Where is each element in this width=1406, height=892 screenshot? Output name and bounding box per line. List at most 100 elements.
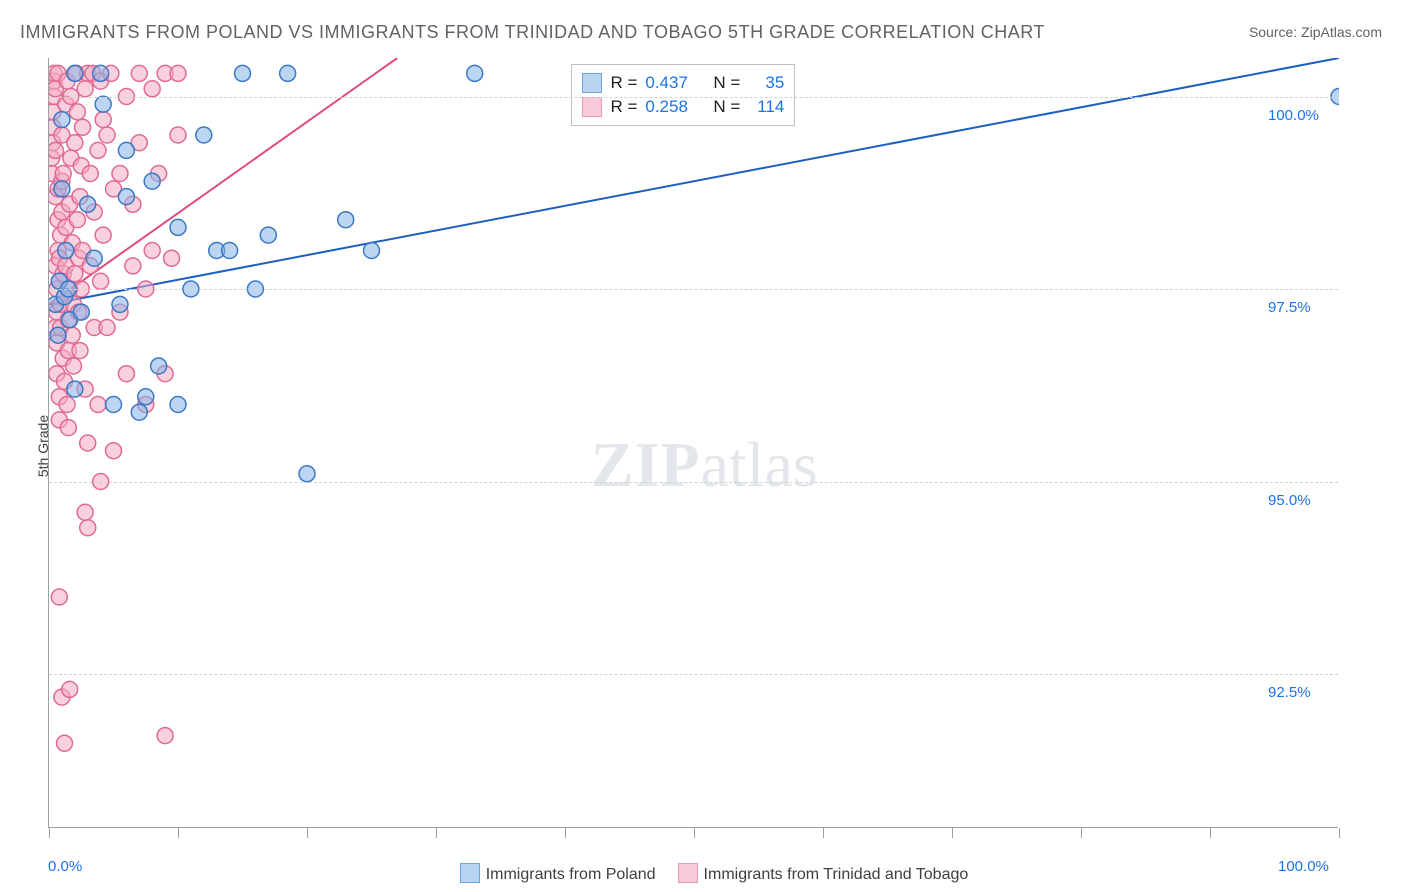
- point-trinidad: [51, 589, 67, 605]
- point-trinidad: [67, 135, 83, 151]
- x-tick: [307, 828, 308, 838]
- point-poland: [50, 327, 66, 343]
- trend-line-trinidad: [49, 58, 397, 304]
- point-poland: [196, 127, 212, 143]
- point-poland: [467, 65, 483, 81]
- point-trinidad: [49, 142, 63, 158]
- point-poland: [106, 397, 122, 413]
- legend-swatch: [460, 863, 480, 883]
- legend-n-label: N =: [713, 95, 740, 119]
- point-trinidad: [90, 142, 106, 158]
- source-label: Source: ZipAtlas.com: [1249, 24, 1382, 40]
- point-poland: [93, 65, 109, 81]
- point-poland: [73, 304, 89, 320]
- point-poland: [58, 243, 74, 259]
- x-tick: [1210, 828, 1211, 838]
- point-poland: [80, 196, 96, 212]
- legend-row: R = 0.437 N = 35: [582, 71, 784, 95]
- point-trinidad: [99, 127, 115, 143]
- point-poland: [54, 112, 70, 128]
- point-trinidad: [90, 397, 106, 413]
- point-poland: [280, 65, 296, 81]
- point-trinidad: [118, 366, 134, 382]
- x-tick: [565, 828, 566, 838]
- point-poland: [118, 142, 134, 158]
- point-trinidad: [99, 320, 115, 336]
- x-tick: [1081, 828, 1082, 838]
- x-tick: [436, 828, 437, 838]
- x-axis-end-label: 100.0%: [1278, 858, 1329, 875]
- point-poland: [131, 404, 147, 420]
- point-poland: [67, 381, 83, 397]
- point-poland: [86, 250, 102, 266]
- point-trinidad: [60, 420, 76, 436]
- point-poland: [299, 466, 315, 482]
- point-trinidad: [77, 81, 93, 97]
- point-trinidad: [82, 166, 98, 182]
- point-poland: [222, 243, 238, 259]
- point-trinidad: [144, 81, 160, 97]
- x-tick: [178, 828, 179, 838]
- point-trinidad: [106, 443, 122, 459]
- point-trinidad: [80, 520, 96, 536]
- point-trinidad: [69, 212, 85, 228]
- x-axis-start-label: 0.0%: [48, 858, 82, 875]
- point-trinidad: [170, 127, 186, 143]
- legend-r-value: 0.437: [645, 71, 705, 95]
- point-trinidad: [62, 681, 78, 697]
- legend-r-value: 0.258: [645, 95, 705, 119]
- gridline: [49, 289, 1338, 290]
- legend-n-value: 35: [748, 71, 784, 95]
- x-tick: [952, 828, 953, 838]
- point-trinidad: [157, 728, 173, 744]
- point-trinidad: [170, 65, 186, 81]
- legend-n-value: 114: [748, 95, 784, 119]
- x-tick: [823, 828, 824, 838]
- point-poland: [235, 65, 251, 81]
- point-poland: [112, 296, 128, 312]
- legend-row: R =0.258N =114: [582, 95, 784, 119]
- legend-swatch: [582, 73, 602, 93]
- point-poland: [338, 212, 354, 228]
- point-trinidad: [131, 65, 147, 81]
- point-trinidad: [56, 735, 72, 751]
- point-poland: [95, 96, 111, 112]
- point-poland: [144, 173, 160, 189]
- y-tick-label: 95.0%: [1268, 492, 1311, 509]
- legend-series-label: Immigrants from Trinidad and Tobago: [704, 866, 969, 883]
- legend-swatch: [582, 97, 602, 117]
- point-poland: [260, 227, 276, 243]
- correlation-legend: R = 0.437 N = 35R = 0.258 N = 114: [571, 64, 795, 126]
- point-trinidad: [125, 258, 141, 274]
- x-tick: [1339, 828, 1340, 838]
- point-trinidad: [95, 227, 111, 243]
- point-trinidad: [164, 250, 180, 266]
- point-trinidad: [80, 435, 96, 451]
- y-tick-label: 97.5%: [1268, 299, 1311, 316]
- gridline: [49, 482, 1338, 483]
- point-poland: [67, 65, 83, 81]
- point-trinidad: [93, 273, 109, 289]
- point-trinidad: [95, 112, 111, 128]
- chart-svg: [49, 58, 1339, 828]
- y-tick-label: 100.0%: [1268, 107, 1319, 124]
- gridline: [49, 97, 1338, 98]
- legend-n-label: N =: [713, 71, 740, 95]
- legend-series-label: Immigrants from Poland: [486, 866, 656, 883]
- point-trinidad: [77, 504, 93, 520]
- point-trinidad: [112, 166, 128, 182]
- point-trinidad: [66, 358, 82, 374]
- point-poland: [138, 389, 154, 405]
- point-trinidad: [67, 266, 83, 282]
- point-poland: [54, 181, 70, 197]
- point-trinidad: [69, 104, 85, 120]
- legend-swatch: [678, 863, 698, 883]
- point-trinidad: [75, 119, 91, 135]
- point-poland: [118, 189, 134, 205]
- plot-area: ZIPatlas R =0.437N =35R =0.258N =114: [48, 58, 1338, 828]
- legend-r-label: R =: [610, 71, 637, 95]
- point-trinidad: [144, 243, 160, 259]
- gridline: [49, 674, 1338, 675]
- point-poland: [170, 219, 186, 235]
- x-tick: [694, 828, 695, 838]
